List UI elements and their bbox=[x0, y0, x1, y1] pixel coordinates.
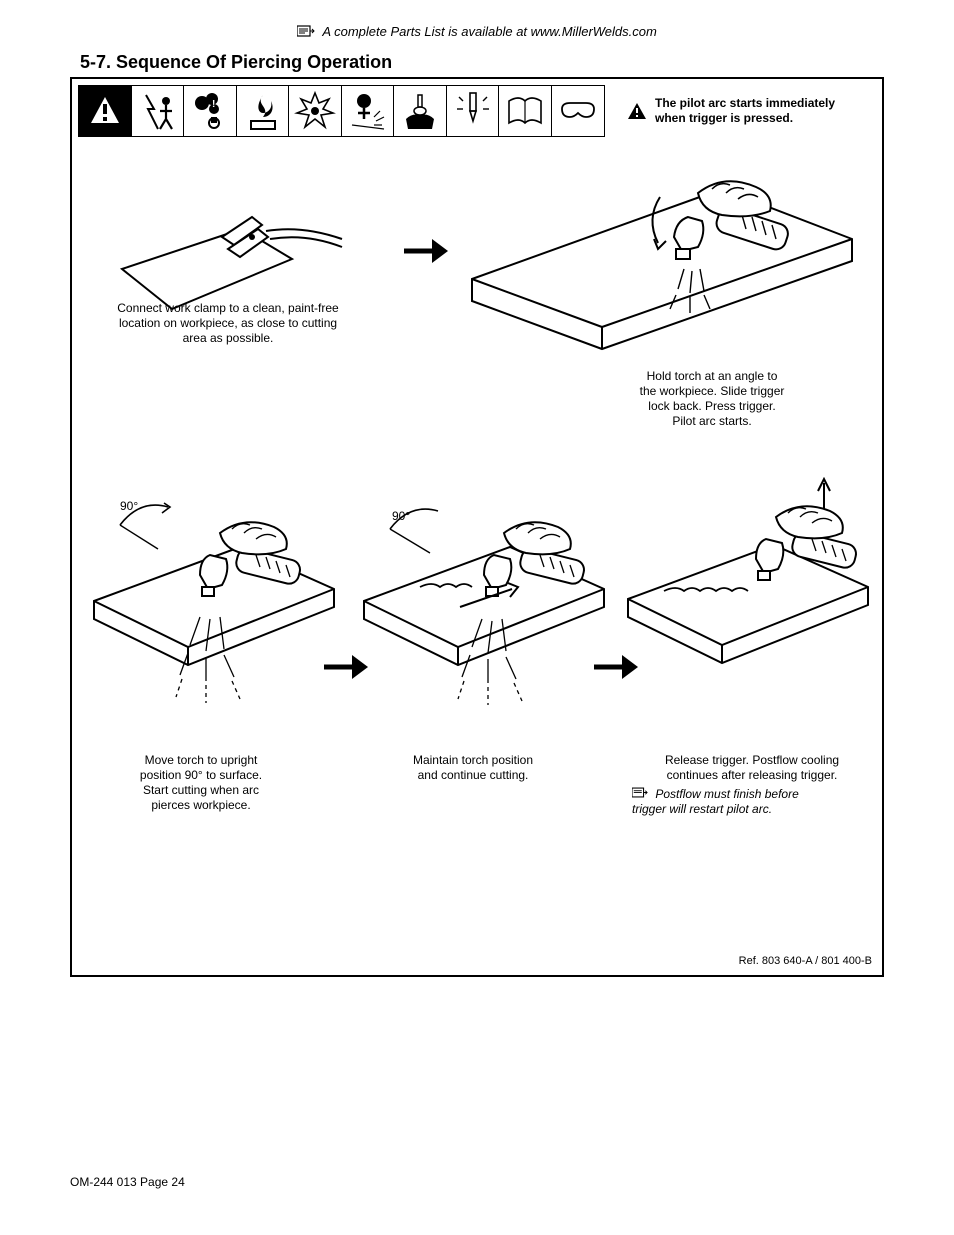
warning-text: The pilot arc starts immediately when tr… bbox=[655, 96, 835, 126]
goggles-icon bbox=[551, 85, 605, 137]
step3-caption: Move torch to upright position 90° to su… bbox=[106, 753, 296, 813]
step5-caption-line1: Release trigger. Postflow cooling contin… bbox=[632, 753, 872, 783]
electric-shock-icon bbox=[131, 85, 185, 137]
arrow-icon bbox=[402, 237, 450, 265]
manual-page: A complete Parts List is available at ww… bbox=[0, 0, 954, 1235]
step2-caption: Hold torch at an angle to the workpiece.… bbox=[612, 369, 812, 429]
gloves-icon bbox=[393, 85, 447, 137]
caution-triangle-icon bbox=[78, 85, 132, 137]
explosion-icon bbox=[288, 85, 342, 137]
torch-hot-icon bbox=[446, 85, 500, 137]
step1-caption: Connect work clamp to a clean, paint-fre… bbox=[98, 301, 358, 346]
reference-text: Ref. 803 640-A / 801 400-B bbox=[739, 955, 872, 967]
top-note: A complete Parts List is available at ww… bbox=[70, 24, 884, 40]
step4-caption: Maintain torch position and continue cut… bbox=[388, 753, 558, 783]
step5-caption: Release trigger. Postflow cooling contin… bbox=[632, 753, 872, 817]
top-note-text: A complete Parts List is available at bbox=[322, 24, 530, 39]
step5-caption-line2: Postflow must finish before trigger will… bbox=[632, 787, 799, 816]
section-title: 5-7. Sequence Of Piercing Operation bbox=[80, 52, 884, 73]
safety-icon-row: ! bbox=[78, 85, 876, 137]
warning-line1: The pilot arc starts immediately bbox=[655, 96, 835, 110]
note-icon bbox=[297, 25, 315, 40]
note-icon bbox=[632, 787, 648, 802]
fire-icon bbox=[236, 85, 290, 137]
step4-illustration bbox=[360, 489, 610, 719]
step2-illustration bbox=[462, 149, 862, 379]
sparks-icon bbox=[341, 85, 395, 137]
step5-illustration bbox=[624, 477, 874, 707]
warning-triangle-icon bbox=[627, 102, 647, 120]
step3-illustration bbox=[90, 489, 340, 719]
warning-line2: when trigger is pressed. bbox=[655, 111, 793, 125]
top-note-link: www.MillerWelds.com bbox=[531, 24, 657, 39]
page-footer: OM-244 013 Page 24 bbox=[70, 1175, 185, 1189]
warning-block: The pilot arc starts immediately when tr… bbox=[603, 85, 876, 137]
svg-text:!: ! bbox=[212, 99, 215, 110]
content-frame: ! bbox=[70, 77, 884, 977]
fumes-icon: ! bbox=[183, 85, 237, 137]
read-manual-icon bbox=[498, 85, 552, 137]
